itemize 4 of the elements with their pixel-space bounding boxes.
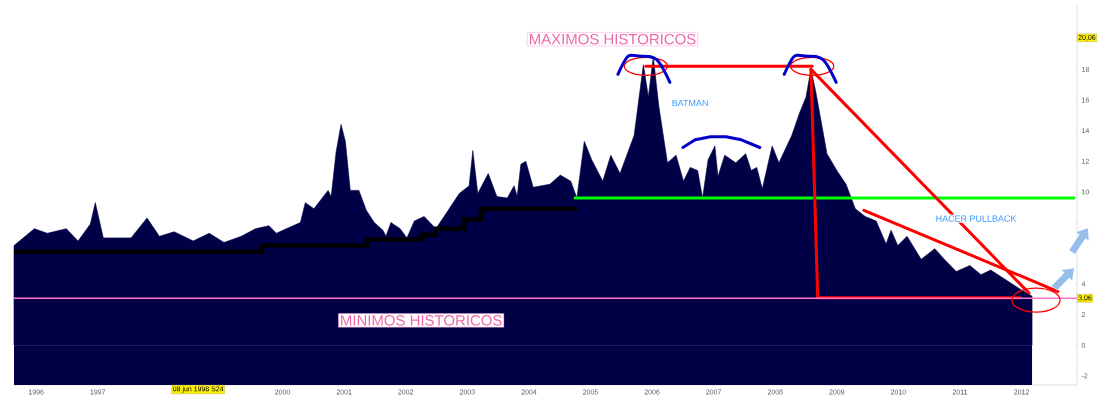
annotation: BATMAN bbox=[672, 99, 708, 107]
annotation: MAXIMOS HISTORICOS bbox=[529, 33, 696, 45]
annotation: HACER PULLBACK bbox=[936, 215, 1017, 222]
annotation: MINIMOS HISTORICOS bbox=[341, 315, 502, 326]
